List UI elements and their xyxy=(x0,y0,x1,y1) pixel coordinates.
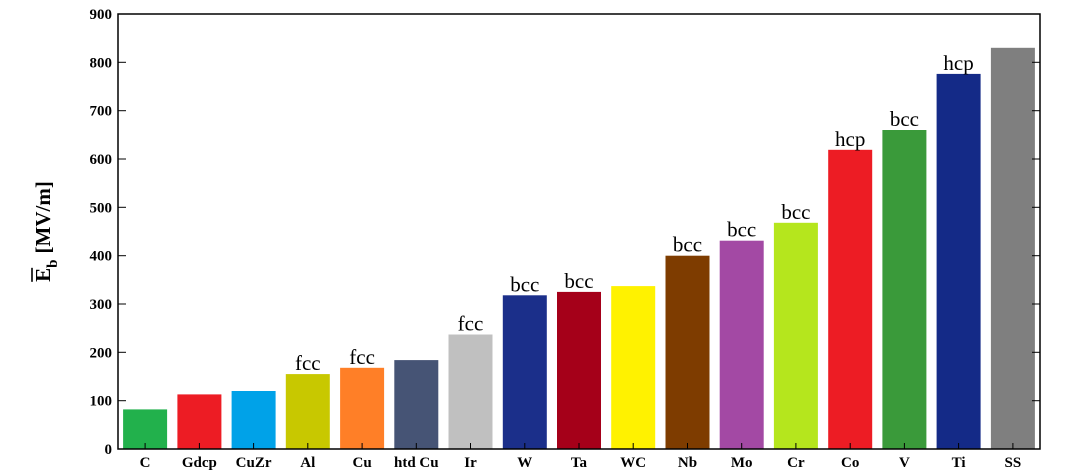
structure-label-cu: fcc xyxy=(349,345,375,369)
structure-label-mo: bcc xyxy=(727,218,756,242)
x-tick-label: CuZr xyxy=(236,455,272,471)
x-tick-label: Co xyxy=(841,455,859,471)
y-tick-label: 200 xyxy=(90,345,113,361)
bar-ir xyxy=(448,334,493,449)
x-tick-label: SS xyxy=(1005,455,1022,471)
y-tick-label: 900 xyxy=(90,7,113,23)
bar-co xyxy=(828,149,873,450)
x-tick-label: Gdcp xyxy=(182,455,217,471)
y-axis-label-text: Eb [MV/m] xyxy=(31,181,61,282)
structure-label-w: bcc xyxy=(510,272,539,296)
x-tick-label: Ti xyxy=(952,455,966,471)
y-tick-label: 0 xyxy=(105,442,113,458)
y-tick-label: 400 xyxy=(90,249,113,265)
x-tick-label: Al xyxy=(300,455,315,471)
x-tick-label: Nb xyxy=(678,455,697,471)
x-tick-label: Cu xyxy=(353,455,372,471)
x-axis-tick-labels: C Gdcp CuZr Al Cu htd Cu Ir W Ta WC Nb Mo Cr Co V Ti SS xyxy=(140,443,1022,471)
y-axis-subscript: b xyxy=(45,259,61,267)
x-tick-label: WC xyxy=(620,455,646,471)
structure-label-al: fcc xyxy=(295,351,321,375)
y-tick-label: 500 xyxy=(90,200,113,216)
bar-cr xyxy=(773,222,818,449)
x-tick-label: Ir xyxy=(464,455,477,471)
bar-nb xyxy=(665,255,710,449)
bar-gdcp xyxy=(177,394,222,449)
y-axis-label: Eb [MV/m] xyxy=(31,181,61,282)
structure-label-cr: bcc xyxy=(781,200,810,224)
structure-label-nb: bcc xyxy=(673,233,702,257)
bar-htd-cu xyxy=(394,360,439,449)
y-axis-unit: [MV/m] xyxy=(31,181,55,253)
y-tick-label: 600 xyxy=(90,152,113,168)
structure-label-v: bcc xyxy=(890,107,919,131)
bar-cuzr xyxy=(231,391,276,449)
x-tick-label: W xyxy=(517,455,532,471)
structure-label-co: hcp xyxy=(835,127,865,151)
x-tick-label: Cr xyxy=(787,455,805,471)
bar-ta xyxy=(557,291,601,449)
y-tick-label: 100 xyxy=(90,394,113,410)
y-tick-label: 800 xyxy=(90,55,113,71)
bar-al xyxy=(285,374,330,449)
bar-c xyxy=(123,409,168,449)
bar-ss xyxy=(990,47,1035,450)
x-tick-label: htd Cu xyxy=(394,455,439,471)
structure-labels: fcc fcc fcc bcc bcc bcc bcc bcc hcp bcc hcp xyxy=(295,51,974,375)
x-tick-label: C xyxy=(140,455,151,471)
x-tick-label: Mo xyxy=(731,455,753,471)
bars-layer xyxy=(123,47,1035,450)
bar-ti xyxy=(936,73,981,450)
y-tick-label: 300 xyxy=(90,297,113,313)
bar-v xyxy=(882,130,927,449)
bar-mo xyxy=(719,240,764,449)
bar-cu xyxy=(340,367,385,449)
bar-w xyxy=(502,295,547,449)
structure-label-ir: fcc xyxy=(458,312,484,336)
y-tick-label: 700 xyxy=(90,104,113,120)
x-tick-label: V xyxy=(899,455,910,471)
y-axis-symbol: E xyxy=(31,268,55,282)
structure-label-ta: bcc xyxy=(564,269,593,293)
x-tick-label: Ta xyxy=(571,455,588,471)
y-axis-ticks: 0 100 200 300 400 500 600 700 800 900 xyxy=(90,7,1040,458)
bar-wc xyxy=(611,286,656,449)
structure-label-ti: hcp xyxy=(943,51,973,75)
